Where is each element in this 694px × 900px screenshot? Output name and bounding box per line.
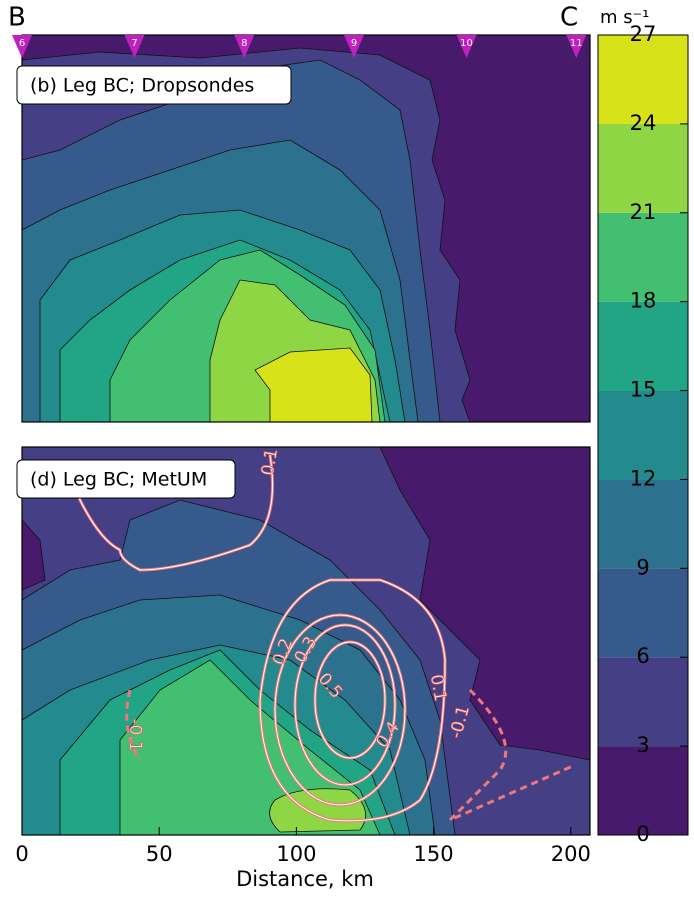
panel-title: (b) Leg BC; Dropsondes bbox=[30, 75, 254, 97]
title-box bbox=[16, 65, 292, 105]
x-axis-label: Distance, km bbox=[236, 867, 374, 891]
dropsonde-marker bbox=[566, 35, 587, 58]
corner-label: C bbox=[560, 3, 578, 33]
colorbar-tick-label: 3 bbox=[636, 733, 649, 757]
dropsonde-label: 11 bbox=[570, 38, 583, 49]
colorbar-segment bbox=[598, 657, 688, 747]
colorbar-segment bbox=[598, 479, 688, 569]
frame-d bbox=[21, 446, 591, 836]
dropsonde-marker bbox=[12, 35, 32, 58]
x-tick-label: 200 bbox=[551, 842, 591, 866]
dropsonde-marker bbox=[124, 35, 145, 58]
x-tick-label: 50 bbox=[146, 842, 173, 866]
frame-b bbox=[21, 34, 591, 423]
x-tick-label: 100 bbox=[276, 842, 316, 866]
colorbar-segment bbox=[598, 390, 688, 480]
colorbar-segment bbox=[598, 212, 688, 302]
dropsonde-marker bbox=[456, 35, 477, 58]
x-tick-label: 0 bbox=[15, 842, 28, 866]
colorbar-tick-label: 27 bbox=[630, 22, 657, 46]
colorbar-segment bbox=[598, 746, 688, 835]
colorbar-tick-label: 18 bbox=[630, 289, 657, 313]
colorbar-label: m s⁻¹ bbox=[600, 7, 649, 28]
dropsonde-marker bbox=[344, 35, 365, 58]
colorbar-tick-label: 12 bbox=[630, 466, 657, 490]
field-d bbox=[22, 447, 590, 835]
contour-label: 0.1 bbox=[258, 447, 282, 477]
colorbar-segment bbox=[598, 123, 688, 213]
dropsonde-label: 9 bbox=[351, 38, 357, 49]
dropsonde-label: 7 bbox=[131, 38, 137, 49]
pressure-contours bbox=[76, 454, 576, 823]
x-tick-label: 150 bbox=[414, 842, 454, 866]
colorbar-tick-label: 21 bbox=[630, 200, 657, 224]
colorbar-tick-label: 0 bbox=[636, 822, 649, 846]
colorbar-tick-label: 15 bbox=[630, 378, 657, 402]
dropsonde-label: 10 bbox=[460, 38, 473, 49]
colorbar-frame bbox=[597, 34, 689, 836]
corner-label: B bbox=[8, 3, 26, 33]
contour-label: -0.1 bbox=[125, 718, 145, 751]
field-b bbox=[22, 35, 590, 422]
dropsonde-marker bbox=[234, 35, 255, 58]
dropsonde-label: 8 bbox=[241, 38, 247, 49]
colorbar-segment bbox=[598, 35, 688, 124]
panel-title: (d) Leg BC; MetUM bbox=[30, 469, 207, 491]
colorbar-tick-label: 9 bbox=[636, 555, 649, 579]
colorbar-segment bbox=[598, 568, 688, 658]
contour-label: 0.1 bbox=[426, 673, 450, 703]
dropsonde-label: 6 bbox=[19, 38, 25, 49]
colorbar-tick-label: 24 bbox=[630, 111, 657, 135]
title-box bbox=[16, 459, 236, 499]
colorbar-segment bbox=[598, 301, 688, 391]
colorbar-tick-label: 6 bbox=[636, 644, 649, 668]
